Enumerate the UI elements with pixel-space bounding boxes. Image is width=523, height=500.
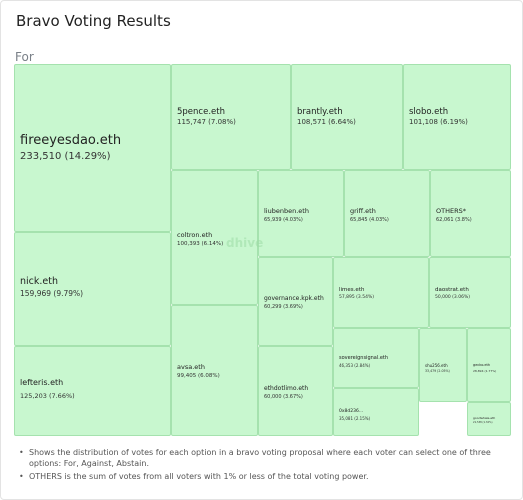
treemap-tile[interactable]: slobo.eth 101,108 (6.19%) bbox=[403, 64, 511, 170]
tile-name: lefteris.eth bbox=[20, 378, 64, 387]
treemap-tile[interactable]: goodwhale.eth 21,538 (1.32%) bbox=[467, 402, 511, 436]
tile-value: 125,203 (7.66%) bbox=[20, 392, 75, 400]
tile-value: 57,895 (3.54%) bbox=[339, 295, 374, 300]
tile-name: nick.eth bbox=[20, 276, 58, 287]
tile-value: 233,510 (14.29%) bbox=[20, 151, 111, 162]
treemap-tile[interactable]: shu256.eth 33,479 (2.05%) bbox=[419, 328, 467, 402]
chart-title: Bravo Voting Results bbox=[16, 12, 171, 30]
tile-name: 5pence.eth bbox=[177, 107, 225, 117]
tile-name: daostrat.eth bbox=[435, 287, 469, 293]
tile-value: 115,747 (7.08%) bbox=[177, 118, 236, 126]
treemap: fireeyesdao.eth 233,510 (14.29%) nick.eth 1… bbox=[14, 64, 511, 436]
footnotes: Shows the distribution of votes for each… bbox=[19, 447, 511, 484]
treemap-tile[interactable]: gecko.eth 28,894 (1.77%) bbox=[467, 328, 511, 402]
tile-value: 50,000 (3.06%) bbox=[435, 295, 470, 300]
tile-name: liubenben.eth bbox=[264, 207, 309, 215]
tile-value: 35,081 (2.15%) bbox=[339, 416, 371, 421]
treemap-tile[interactable]: nick.eth 159,969 (9.79%) bbox=[14, 232, 171, 346]
tile-value: 65,939 (4.03%) bbox=[264, 217, 303, 223]
tile-name: shu256.eth bbox=[425, 363, 448, 368]
tile-value: 28,894 (1.77%) bbox=[473, 369, 497, 373]
tile-name: limes.eth bbox=[339, 287, 365, 293]
tile-name: fireeyesdao.eth bbox=[20, 133, 122, 148]
tile-name: ethdotlimo.eth bbox=[264, 385, 309, 392]
treemap-tile[interactable]: sovereignsignal.eth 46,353 (2.84%) bbox=[333, 328, 419, 388]
tile-name: avsa.eth bbox=[177, 363, 205, 371]
tile-name: goodwhale.eth bbox=[473, 416, 496, 420]
tile-name: brantly.eth bbox=[297, 107, 343, 117]
tile-value: 62,061 (3.8%) bbox=[436, 217, 472, 223]
tile-name: slobo.eth bbox=[409, 107, 449, 117]
treemap-tile[interactable]: governance.kpk.eth 60,299 (3.69%) bbox=[258, 257, 333, 346]
option-label: For bbox=[15, 50, 34, 64]
tile-value: 60,000 (3.67%) bbox=[264, 394, 303, 400]
treemap-tile[interactable]: lefteris.eth 125,203 (7.66%) bbox=[14, 346, 171, 436]
treemap-tile[interactable]: ethdotlimo.eth 60,000 (3.67%) bbox=[258, 346, 333, 436]
tile-name: gecko.eth bbox=[473, 363, 491, 367]
tile-value: 33,479 (2.05%) bbox=[425, 369, 450, 373]
tile-value: 65,845 (4.03%) bbox=[350, 217, 389, 223]
tile-value: 21,538 (1.32%) bbox=[473, 421, 493, 424]
tile-name: griff.eth bbox=[350, 207, 376, 215]
treemap-tile[interactable]: 0x8d236... 35,081 (2.15%) bbox=[333, 388, 419, 436]
tile-value: 99,405 (6.08%) bbox=[177, 373, 220, 379]
tile-value: 101,108 (6.19%) bbox=[409, 118, 468, 126]
treemap-tile[interactable]: 5pence.eth 115,747 (7.08%) bbox=[171, 64, 291, 170]
treemap-tile[interactable]: OTHERS* 62,061 (3.8%) bbox=[430, 170, 511, 257]
tile-value: 60,299 (3.69%) bbox=[264, 304, 303, 310]
tile-value: 46,353 (2.84%) bbox=[339, 363, 371, 368]
tile-name: OTHERS* bbox=[436, 207, 466, 215]
tile-value: 100,393 (6.14%) bbox=[177, 241, 224, 247]
tile-value: 108,571 (6.64%) bbox=[297, 118, 356, 126]
tile-name: coltron.eth bbox=[177, 231, 213, 239]
treemap-tile[interactable]: coltron.eth 100,393 (6.14%) bbox=[171, 170, 258, 305]
treemap-tile[interactable]: brantly.eth 108,571 (6.64%) bbox=[291, 64, 403, 170]
footnote-item: Shows the distribution of votes for each… bbox=[19, 447, 511, 469]
tile-name: governance.kpk.eth bbox=[264, 295, 324, 302]
tile-name: 0x8d236... bbox=[339, 409, 364, 414]
treemap-tile[interactable]: limes.eth 57,895 (3.54%) bbox=[333, 257, 429, 328]
treemap-tile[interactable]: liubenben.eth 65,939 (4.03%) bbox=[258, 170, 344, 257]
treemap-tile[interactable]: fireeyesdao.eth 233,510 (14.29%) bbox=[14, 64, 171, 232]
treemap-tile[interactable]: avsa.eth 99,405 (6.08%) bbox=[171, 305, 258, 436]
footnote-item: OTHERS is the sum of votes from all vote… bbox=[19, 471, 511, 482]
tile-value: 159,969 (9.79%) bbox=[20, 289, 84, 298]
treemap-tile[interactable]: daostrat.eth 50,000 (3.06%) bbox=[429, 257, 511, 328]
tile-name: sovereignsignal.eth bbox=[339, 355, 389, 361]
treemap-tile[interactable]: griff.eth 65,845 (4.03%) bbox=[344, 170, 430, 257]
